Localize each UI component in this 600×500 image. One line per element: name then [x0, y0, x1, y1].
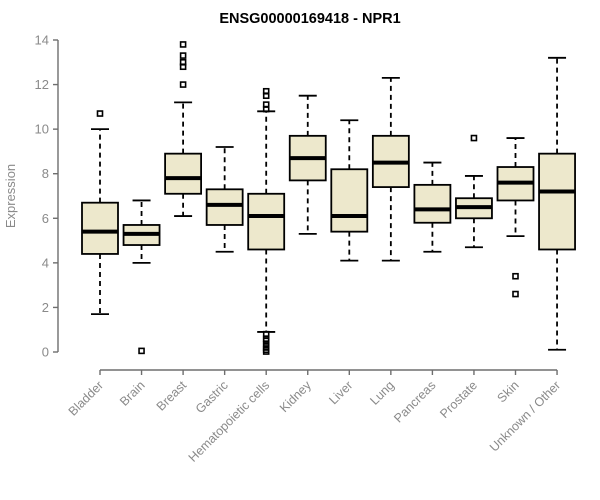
x-category-label: Unknown / Other: [487, 378, 563, 454]
y-tick-label: 8: [42, 166, 49, 181]
box-liver: [330, 119, 369, 262]
x-category-label: Gastric: [193, 378, 231, 416]
box-breast: [164, 41, 203, 217]
box-bladder: [81, 110, 119, 316]
y-tick-label: 4: [42, 255, 49, 270]
outlier-point: [512, 272, 519, 280]
outlier-point: [179, 81, 187, 88]
outlier-point: [512, 290, 519, 298]
iqr-box: [205, 188, 244, 226]
outlier-point: [179, 52, 187, 59]
x-category-label: Lung: [367, 378, 397, 408]
outlier-point: [96, 110, 104, 117]
x-category-label: Kidney: [277, 378, 314, 415]
y-tick-label: 6: [42, 211, 49, 226]
x-category-label: Prostate: [437, 378, 480, 421]
box-skin: [496, 137, 535, 298]
box-prostate: [455, 134, 493, 249]
boxes: [81, 41, 576, 355]
y-tick-label: 14: [35, 32, 49, 47]
y-tick-label: 0: [42, 345, 49, 360]
outlier-point: [262, 337, 270, 345]
outlier-point: [179, 41, 187, 48]
box-hematopoietic-cells: [247, 87, 286, 355]
box-lung: [371, 76, 410, 262]
box-unknown-other: [538, 56, 576, 351]
y-tick-label: 10: [35, 122, 49, 137]
iqr-box: [330, 168, 369, 233]
y-axis-title: Expression: [3, 164, 18, 228]
outlier-point: [138, 347, 145, 355]
chart-title: ENSG00000169418 - NPR1: [219, 11, 400, 27]
outlier-point: [262, 105, 270, 113]
outlier-point: [262, 92, 270, 100]
x-category-label: Breast: [154, 378, 190, 414]
x-category-label: Brain: [117, 378, 148, 409]
y-tick-label: 12: [35, 77, 49, 92]
outlier-point: [470, 134, 478, 142]
y-tick-label: 2: [42, 300, 49, 315]
iqr-box: [164, 152, 203, 195]
x-category-label: Bladder: [66, 378, 106, 418]
x-category-label: Pancreas: [391, 378, 438, 425]
y-axis: 0 2 4 6 8 10 12 14: [35, 32, 59, 360]
iqr-box: [247, 192, 286, 251]
x-category-label: Hematopoietic cells: [186, 378, 273, 465]
x-category-label: Liver: [326, 378, 355, 407]
box-gastric: [205, 146, 244, 253]
iqr-box: [538, 152, 576, 251]
box-kidney: [288, 94, 327, 235]
iqr-box: [81, 201, 119, 255]
outlier-point: [262, 348, 270, 355]
x-category-label: Skin: [495, 378, 522, 405]
box-pancreas: [413, 161, 452, 253]
box-brain: [122, 199, 161, 355]
outlier-point: [179, 63, 187, 71]
iqr-box: [413, 183, 452, 224]
